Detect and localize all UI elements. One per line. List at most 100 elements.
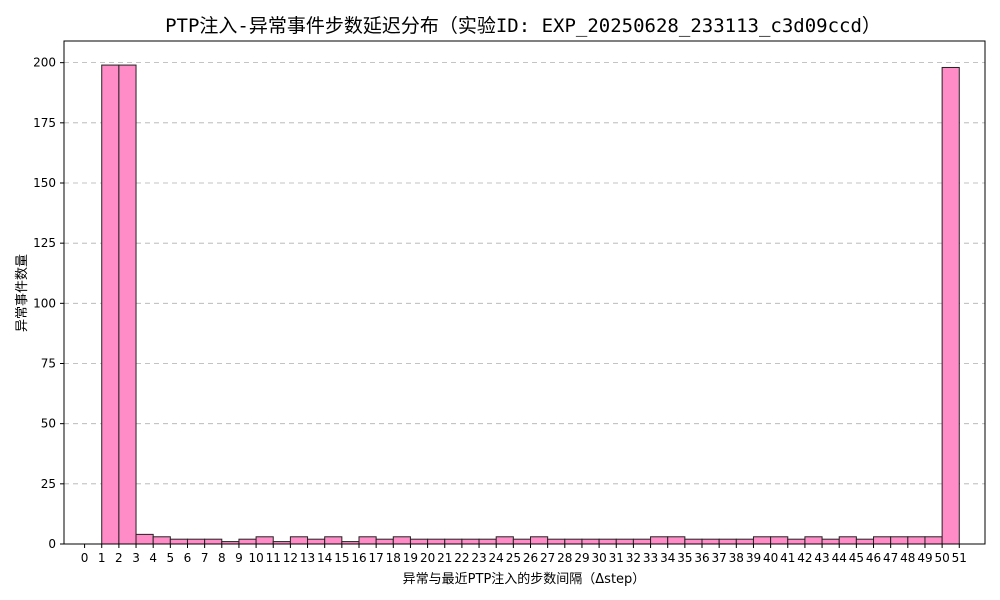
x-tick-label: 41 bbox=[780, 551, 795, 565]
x-tick-label: 4 bbox=[149, 551, 157, 565]
x-tick-label: 27 bbox=[540, 551, 555, 565]
histogram-bar bbox=[924, 536, 943, 545]
x-tick-label: 33 bbox=[643, 551, 658, 565]
x-tick-label: 40 bbox=[763, 551, 778, 565]
x-tick-label: 6 bbox=[184, 551, 192, 565]
histogram-bar bbox=[135, 533, 154, 545]
histogram-bar bbox=[684, 538, 703, 545]
grid-lines bbox=[64, 62, 985, 485]
x-axis-ticks: 0 1 2 3 4 5 6 7 8 9 10 11 12 13 14 15 16 17 18 19 20 21 22 23 24… bbox=[81, 544, 967, 565]
histogram-bar bbox=[890, 536, 909, 545]
x-tick-label: 13 bbox=[300, 551, 315, 565]
x-tick-label: 28 bbox=[557, 551, 572, 565]
y-tick-label: 25 bbox=[41, 477, 56, 491]
x-tick-label: 44 bbox=[832, 551, 847, 565]
x-tick-label: 34 bbox=[660, 551, 675, 565]
histogram-bar bbox=[495, 536, 514, 545]
histogram-bar bbox=[461, 538, 480, 545]
x-tick-label: 20 bbox=[420, 551, 435, 565]
x-tick-label: 22 bbox=[454, 551, 469, 565]
x-tick-label: 49 bbox=[917, 551, 932, 565]
histogram-bar bbox=[169, 538, 188, 545]
x-tick-label: 23 bbox=[471, 551, 486, 565]
histogram-bar bbox=[186, 538, 206, 545]
histogram-bar bbox=[427, 538, 446, 545]
x-tick-label: 18 bbox=[386, 551, 401, 565]
histogram-bar bbox=[632, 538, 652, 545]
y-tick-label: 175 bbox=[33, 116, 56, 130]
histogram-bar bbox=[855, 538, 875, 545]
histogram-bar bbox=[821, 538, 840, 545]
x-tick-label: 51 bbox=[952, 551, 967, 565]
x-tick-label: 26 bbox=[523, 551, 538, 565]
x-tick-label: 46 bbox=[866, 551, 881, 565]
histogram-bar bbox=[598, 538, 617, 545]
x-tick-label: 14 bbox=[317, 551, 332, 565]
x-tick-label: 8 bbox=[218, 551, 226, 565]
histogram-bar bbox=[101, 64, 120, 545]
x-tick-label: 48 bbox=[900, 551, 915, 565]
x-tick-label: 45 bbox=[849, 551, 864, 565]
histogram-bar bbox=[358, 536, 377, 545]
x-tick-label: 35 bbox=[677, 551, 692, 565]
x-tick-label: 21 bbox=[437, 551, 452, 565]
x-tick-label: 19 bbox=[403, 551, 418, 565]
y-tick-label: 0 bbox=[48, 537, 56, 551]
x-tick-label: 1 bbox=[98, 551, 106, 565]
histogram-bar bbox=[752, 536, 772, 545]
histogram-bar bbox=[735, 538, 754, 545]
y-tick-label: 50 bbox=[41, 417, 56, 431]
histogram-bar bbox=[941, 66, 960, 545]
histogram-bar bbox=[289, 536, 309, 545]
x-tick-label: 50 bbox=[934, 551, 949, 565]
histogram-bar bbox=[804, 536, 823, 545]
histogram-bar bbox=[770, 536, 789, 545]
histogram-bar bbox=[204, 538, 223, 545]
x-tick-label: 5 bbox=[167, 551, 175, 565]
histogram-bar bbox=[392, 536, 411, 545]
histogram-bar bbox=[838, 536, 857, 545]
histogram-bar bbox=[530, 536, 549, 545]
x-tick-label: 36 bbox=[694, 551, 709, 565]
histogram-bar bbox=[873, 536, 892, 545]
x-tick-label: 24 bbox=[489, 551, 504, 565]
histogram-bar bbox=[615, 538, 634, 545]
histogram-bar bbox=[564, 538, 583, 545]
histogram-bar bbox=[718, 538, 737, 545]
histogram-bar bbox=[701, 538, 720, 545]
x-tick-label: 9 bbox=[235, 551, 243, 565]
histogram-bar bbox=[444, 538, 463, 545]
x-tick-label: 10 bbox=[248, 551, 263, 565]
y-tick-label: 150 bbox=[33, 176, 56, 190]
x-tick-label: 11 bbox=[266, 551, 281, 565]
histogram-bar bbox=[238, 538, 257, 545]
x-tick-label: 2 bbox=[115, 551, 123, 565]
x-tick-label: 15 bbox=[334, 551, 349, 565]
histogram-bar bbox=[255, 536, 274, 545]
x-tick-label: 3 bbox=[132, 551, 140, 565]
y-tick-label: 75 bbox=[41, 356, 56, 370]
x-tick-label: 37 bbox=[712, 551, 727, 565]
y-tick-label: 200 bbox=[33, 56, 56, 70]
plot-frame bbox=[63, 40, 986, 545]
x-tick-label: 30 bbox=[591, 551, 606, 565]
x-tick-label: 38 bbox=[729, 551, 744, 565]
bars bbox=[101, 64, 960, 545]
x-axis-label: 异常与最近PTP注入的步数间隔（Δstep） bbox=[403, 571, 646, 587]
x-tick-label: 39 bbox=[746, 551, 761, 565]
y-axis-label: 异常事件数量 bbox=[15, 254, 30, 332]
y-axis-ticks: 0 25 50 75 100 125 150 175 200 bbox=[33, 56, 64, 551]
x-tick-label: 31 bbox=[609, 551, 624, 565]
x-tick-label: 42 bbox=[797, 551, 812, 565]
x-tick-label: 43 bbox=[814, 551, 829, 565]
histogram-bar bbox=[375, 538, 394, 545]
histogram-bar bbox=[307, 538, 326, 545]
x-tick-label: 25 bbox=[506, 551, 521, 565]
x-tick-label: 17 bbox=[369, 551, 384, 565]
histogram-bar bbox=[118, 64, 137, 545]
x-tick-label: 7 bbox=[201, 551, 209, 565]
histogram-bar bbox=[409, 538, 429, 545]
x-tick-label: 0 bbox=[81, 551, 89, 565]
x-tick-label: 29 bbox=[574, 551, 589, 565]
